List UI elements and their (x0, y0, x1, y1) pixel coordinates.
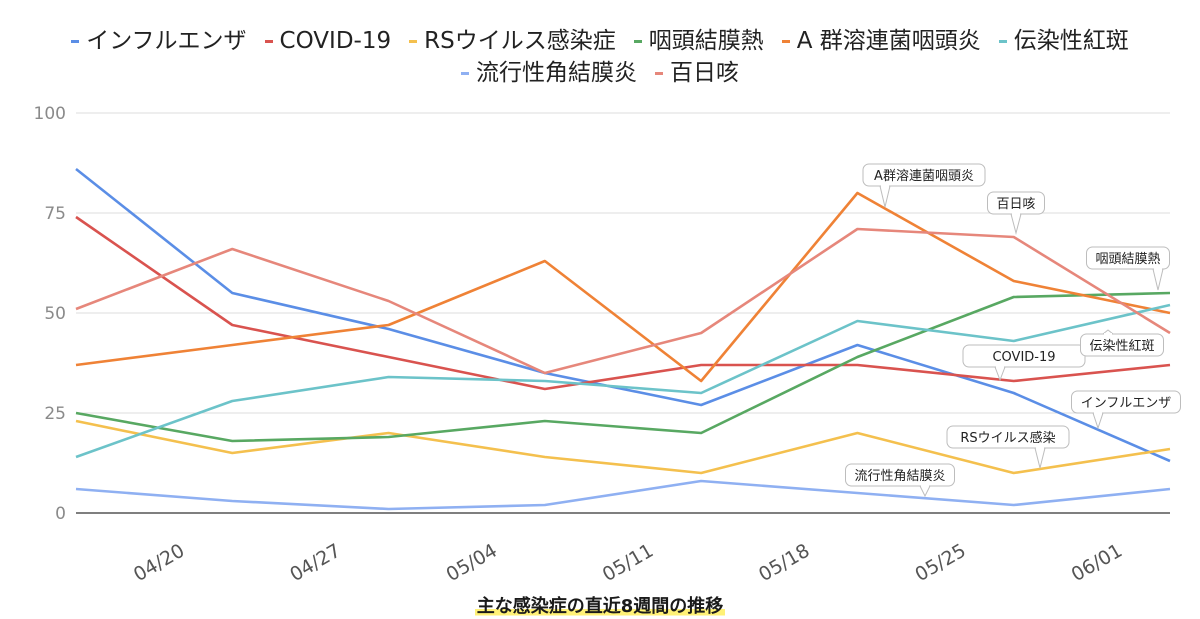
y-tick-label: 50 (44, 304, 66, 324)
legend-swatch (461, 71, 469, 75)
callout-pointer (1092, 412, 1104, 430)
callout-pointer (1034, 447, 1046, 469)
x-tick-label: 04/20 (130, 540, 188, 586)
callout-label: COVID-19 (992, 350, 1055, 365)
legend-swatch (655, 71, 663, 75)
callout-box (845, 463, 955, 487)
legend-entry[interactable]: 咽頭結膜熱 (633, 26, 764, 56)
y-tick-label: 25 (44, 404, 66, 424)
callout-label: インフルエンザ (1081, 396, 1172, 411)
callout: COVID-19 (962, 344, 1086, 382)
series-line (75, 419, 1171, 475)
callout: RSウイルス感染 (946, 425, 1070, 469)
callout-box (1071, 390, 1181, 414)
callout-box (1080, 333, 1164, 357)
callout-label: 流行性角結膜炎 (854, 469, 945, 484)
legend-entry[interactable]: RSウイルス感染症 (409, 26, 616, 56)
series-line (75, 167, 1171, 463)
series-lines (75, 167, 1171, 511)
series-callouts: インフルエンザ COVID-19 RSウイルス感染 咽頭結膜熱 A群溶連菌咽頭炎伝染性紅… (845, 163, 1181, 498)
legend-label: 百日咳 (670, 60, 739, 86)
series-line (75, 215, 1171, 391)
callout-box (946, 425, 1070, 449)
x-tick-label: 05/04 (443, 540, 501, 586)
legend-swatch (633, 39, 642, 43)
series-line (75, 303, 1171, 459)
legend-swatch (781, 39, 790, 43)
legend-swatch (71, 39, 80, 43)
callout: 咽頭結膜熱 (1086, 246, 1170, 291)
caption-text: 主な感染症の直近8週間の推移 (474, 596, 726, 617)
y-tick-label: 0 (55, 504, 66, 524)
callout-pointer (919, 485, 931, 498)
x-tick-label: 05/11 (599, 540, 657, 586)
x-tick-label: 04/27 (286, 540, 344, 586)
callout: インフルエンザ (1071, 390, 1181, 430)
callout-label: 百日咳 (996, 197, 1035, 212)
callout: A群溶連菌咽頭炎 (862, 163, 986, 208)
series-line (75, 479, 1171, 511)
y-tick-label: 100 (34, 104, 66, 124)
chart-caption: 主な感染症の直近8週間の推移 (0, 592, 1200, 618)
legend-label: A 群溶連菌咽頭炎 (796, 28, 981, 54)
x-axis-ticks: 04/20 04/27 05/04 05/11 05/18 05/25 06/01 (130, 540, 1126, 586)
x-tick-label: 05/18 (755, 540, 813, 586)
legend-entry[interactable]: 流行性角結膜炎 (461, 58, 637, 88)
callout: 百日咳 (987, 191, 1045, 235)
callout: 流行性角結膜炎 (845, 463, 955, 498)
x-tick-label: 05/25 (911, 540, 969, 586)
callout-box (862, 163, 986, 187)
callout-pointer (1010, 213, 1022, 235)
y-tick-label: 75 (44, 204, 66, 224)
series-line (75, 291, 1171, 443)
callout-pointer (879, 185, 891, 208)
legend-swatch (409, 39, 418, 43)
legend-entry[interactable]: A 群溶連菌咽頭炎 (781, 26, 981, 56)
legend-label: インフルエンザ (86, 28, 247, 54)
legend-swatch (998, 39, 1007, 43)
x-tick-label: 06/01 (1068, 540, 1126, 586)
legend-label: 伝染性紅斑 (1013, 28, 1129, 54)
legend-entry[interactable]: 伝染性紅斑 (998, 26, 1129, 56)
legend-label: 咽頭結膜熱 (648, 28, 764, 54)
y-axis-ticks: 0 25 50 75 100 (34, 104, 66, 524)
legend-label: RSウイルス感染症 (424, 28, 616, 54)
callout: 伝染性紅斑 (1080, 329, 1164, 357)
callout-label: 伝染性紅斑 (1089, 339, 1154, 354)
callout-label: 咽頭結膜熱 (1095, 252, 1160, 267)
legend: インフルエンザ COVID-19 RSウイルス感染症 咽頭結膜熱 A 群溶連菌咽頭炎 伝染… (0, 26, 1200, 88)
legend-entry[interactable]: インフルエンザ (71, 26, 247, 56)
series-line (75, 227, 1171, 375)
callout-pointer (1152, 268, 1164, 291)
legend-entry[interactable]: COVID-19 (264, 26, 392, 56)
callout-label: RSウイルス感染 (960, 430, 1055, 446)
legend-swatch (264, 39, 273, 43)
callout-label: A群溶連菌咽頭炎 (874, 169, 974, 184)
legend-entry[interactable]: 百日咳 (655, 58, 739, 88)
grid-lines (76, 112, 1170, 514)
legend-label: 流行性角結膜炎 (476, 60, 637, 86)
series-line (75, 191, 1171, 383)
legend-label: COVID-19 (279, 28, 392, 54)
callout-box (1086, 246, 1170, 270)
